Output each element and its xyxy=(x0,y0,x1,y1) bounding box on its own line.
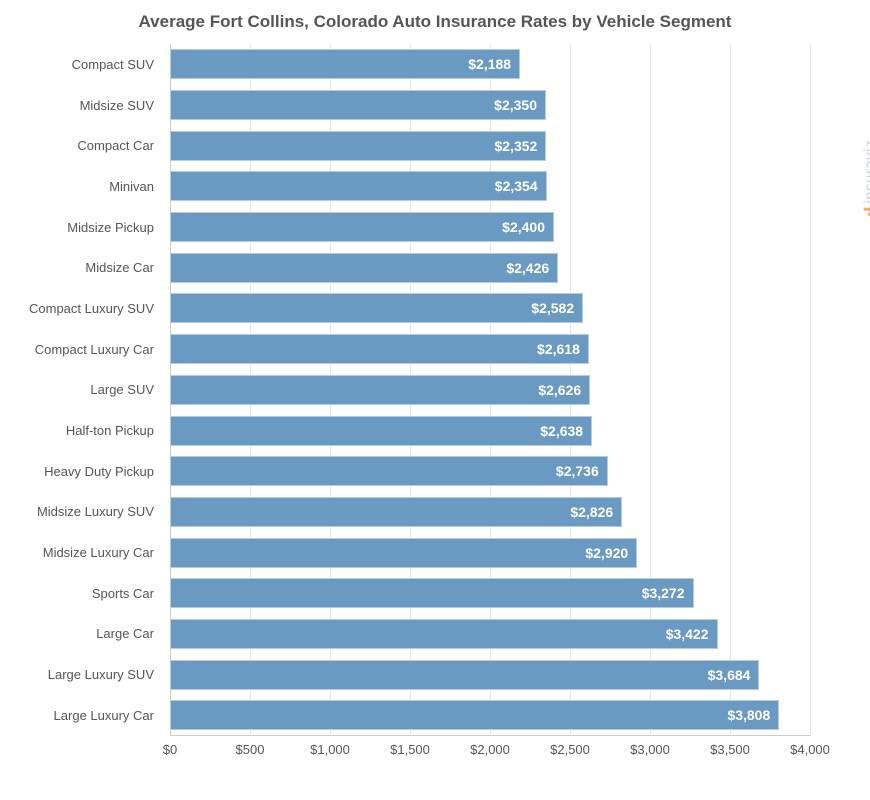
bar-row: Midsize Pickup$2,400 xyxy=(170,207,810,248)
chart-title: Average Fort Collins, Colorado Auto Insu… xyxy=(20,12,850,32)
plot-area: Compact SUV$2,188Midsize SUV$2,350Compac… xyxy=(170,44,810,764)
bar: $2,626 xyxy=(170,375,590,405)
bar: $3,422 xyxy=(170,619,718,649)
x-axis-tick: $4,000 xyxy=(790,742,830,757)
bar-row: Sports Car$3,272 xyxy=(170,573,810,614)
bar-row: Compact SUV$2,188 xyxy=(170,44,810,85)
bar-value-label: $3,422 xyxy=(666,626,709,642)
x-axis-tick: $0 xyxy=(163,742,177,757)
bar: $2,400 xyxy=(170,212,554,242)
bar-row: Midsize SUV$2,350 xyxy=(170,85,810,126)
bar-row: Compact Luxury Car$2,618 xyxy=(170,329,810,370)
bar-value-label: $2,582 xyxy=(531,300,574,316)
bar-row: Minivan$2,354 xyxy=(170,166,810,207)
x-axis-tick: $1,000 xyxy=(310,742,350,757)
x-axis-tick: $500 xyxy=(236,742,265,757)
bar-row: Half-ton Pickup$2,638 xyxy=(170,410,810,451)
bar-value-label: $2,352 xyxy=(494,138,537,154)
x-axis-tick: $1,500 xyxy=(390,742,430,757)
bar-row: Heavy Duty Pickup$2,736 xyxy=(170,451,810,492)
bar-value-label: $2,400 xyxy=(502,219,545,235)
bar: $2,638 xyxy=(170,416,592,446)
x-axis-tick: $2,000 xyxy=(470,742,510,757)
bar-value-label: $3,684 xyxy=(708,667,751,683)
bar-row: Large Car$3,422 xyxy=(170,614,810,655)
bar-row: Midsize Luxury Car$2,920 xyxy=(170,532,810,573)
bar-value-label: $2,638 xyxy=(540,423,583,439)
y-axis-label: Compact Luxury SUV xyxy=(12,301,162,316)
x-axis-tick: $2,500 xyxy=(550,742,590,757)
bar: $2,188 xyxy=(170,49,520,79)
bar-row: Midsize Car$2,426 xyxy=(170,247,810,288)
bar-value-label: $2,826 xyxy=(570,504,613,520)
y-axis-label: Compact Luxury Car xyxy=(12,342,162,357)
bar-value-label: $2,736 xyxy=(556,463,599,479)
bar: $2,826 xyxy=(170,497,622,527)
y-axis-label: Large SUV xyxy=(12,382,162,397)
bar-value-label: $2,188 xyxy=(468,56,511,72)
bar: $3,684 xyxy=(170,660,759,690)
x-axis-tick: $3,500 xyxy=(710,742,750,757)
bar: $2,920 xyxy=(170,538,637,568)
watermark-logo: insuraviz xyxy=(862,140,870,221)
bar: $2,618 xyxy=(170,334,589,364)
y-axis-label: Sports Car xyxy=(12,586,162,601)
y-axis-label: Midsize Car xyxy=(12,260,162,275)
y-axis-label: Midsize Luxury Car xyxy=(12,545,162,560)
y-axis-label: Large Car xyxy=(12,626,162,641)
grid-line xyxy=(810,44,811,736)
bar: $2,426 xyxy=(170,253,558,283)
bar-row: Large Luxury Car$3,808 xyxy=(170,695,810,736)
bar: $2,350 xyxy=(170,90,546,120)
bar: $2,352 xyxy=(170,131,546,161)
watermark-bars-icon xyxy=(864,208,870,221)
y-axis-label: Minivan xyxy=(12,179,162,194)
y-axis-label: Compact SUV xyxy=(12,57,162,72)
bar-value-label: $2,350 xyxy=(494,97,537,113)
bar-value-label: $2,354 xyxy=(495,178,538,194)
bar: $2,582 xyxy=(170,293,583,323)
bar-value-label: $2,426 xyxy=(506,260,549,276)
bar: $3,808 xyxy=(170,700,779,730)
x-axis-tick: $3,000 xyxy=(630,742,670,757)
bar: $2,736 xyxy=(170,456,608,486)
bar: $3,272 xyxy=(170,578,694,608)
chart-container: Average Fort Collins, Colorado Auto Insu… xyxy=(0,0,870,800)
bar-row: Compact Luxury SUV$2,582 xyxy=(170,288,810,329)
bar-value-label: $3,272 xyxy=(642,585,685,601)
bar-value-label: $2,920 xyxy=(585,545,628,561)
y-axis-label: Compact Car xyxy=(12,138,162,153)
bar: $2,354 xyxy=(170,171,547,201)
bar-row: Large SUV$2,626 xyxy=(170,370,810,411)
bar-value-label: $2,618 xyxy=(537,341,580,357)
y-axis-label: Midsize Pickup xyxy=(12,220,162,235)
bar-value-label: $2,626 xyxy=(538,382,581,398)
y-axis-label: Large Luxury Car xyxy=(12,708,162,723)
y-axis-label: Midsize Luxury SUV xyxy=(12,504,162,519)
y-axis-label: Heavy Duty Pickup xyxy=(12,464,162,479)
bar-row: Compact Car$2,352 xyxy=(170,125,810,166)
y-axis-label: Midsize SUV xyxy=(12,98,162,113)
x-axis: $0$500$1,000$1,500$2,000$2,500$3,000$3,5… xyxy=(170,736,810,764)
y-axis-label: Large Luxury SUV xyxy=(12,667,162,682)
bars-wrap: Compact SUV$2,188Midsize SUV$2,350Compac… xyxy=(170,44,810,736)
bar-row: Midsize Luxury SUV$2,826 xyxy=(170,492,810,533)
bar-value-label: $3,808 xyxy=(727,707,770,723)
bar-row: Large Luxury SUV$3,684 xyxy=(170,654,810,695)
y-axis-label: Half-ton Pickup xyxy=(12,423,162,438)
watermark-text: insuraviz xyxy=(862,140,870,204)
